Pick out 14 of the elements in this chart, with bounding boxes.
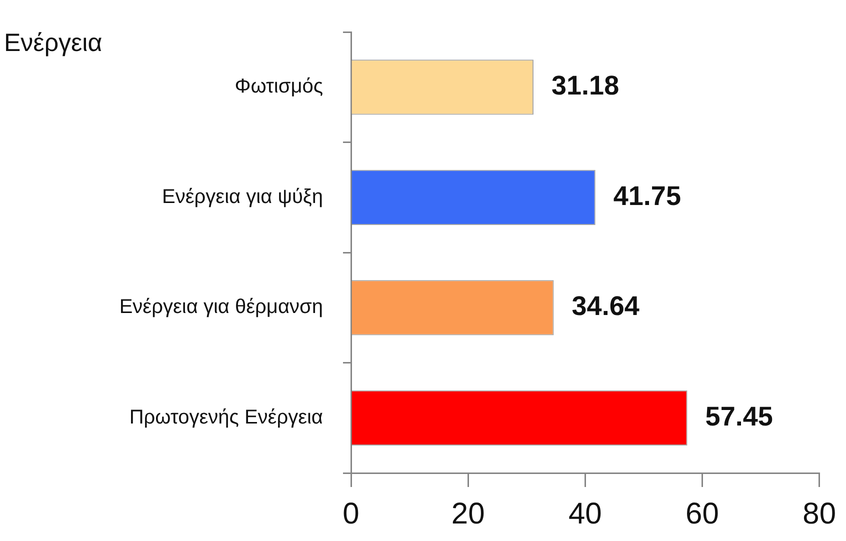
y-tick-label: Ενέργεια για θέρμανση: [119, 296, 323, 318]
x-tick-label: 80: [802, 497, 836, 530]
text: Ενέργεια: [4, 28, 102, 57]
data-label: 57.45: [705, 401, 773, 432]
y-tick-label: Ενέργεια για ψύξη: [162, 186, 323, 208]
x-tick-label: 40: [568, 497, 602, 530]
y-tick-label: Πρωτογενής Ενέργεια: [129, 406, 323, 428]
y-tick-label: Φωτισμός: [234, 76, 324, 98]
x-tick-label: 20: [451, 497, 485, 530]
data-label: 34.64: [572, 291, 640, 322]
data-label: 41.75: [613, 180, 681, 211]
x-tick-label: 0: [342, 497, 360, 530]
data-label: 31.18: [552, 70, 620, 101]
x-tick-label: 60: [686, 497, 719, 530]
